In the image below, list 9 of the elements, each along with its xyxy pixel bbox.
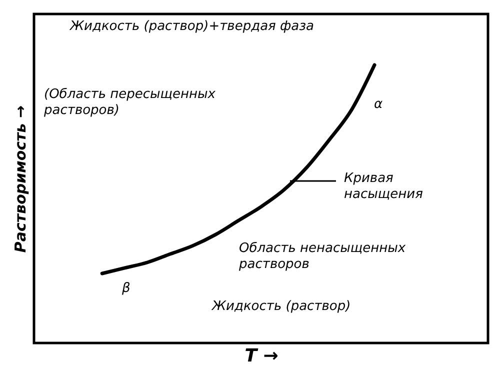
annotation: Кривая насыщения (344, 171, 424, 202)
annotation: β (121, 281, 130, 296)
annotation: (Область пересыщенных растворов) (43, 87, 216, 118)
annotation: α (374, 97, 383, 112)
annotation: Жидкость (раствор) (211, 299, 351, 314)
annotation: Область ненасыщенных растворов (238, 241, 406, 272)
text: Жидкость (раствор)+твердая фаза (69, 19, 314, 34)
x-axis-title: T → (244, 346, 278, 366)
y-axis-title: Растворимость → (12, 105, 30, 253)
